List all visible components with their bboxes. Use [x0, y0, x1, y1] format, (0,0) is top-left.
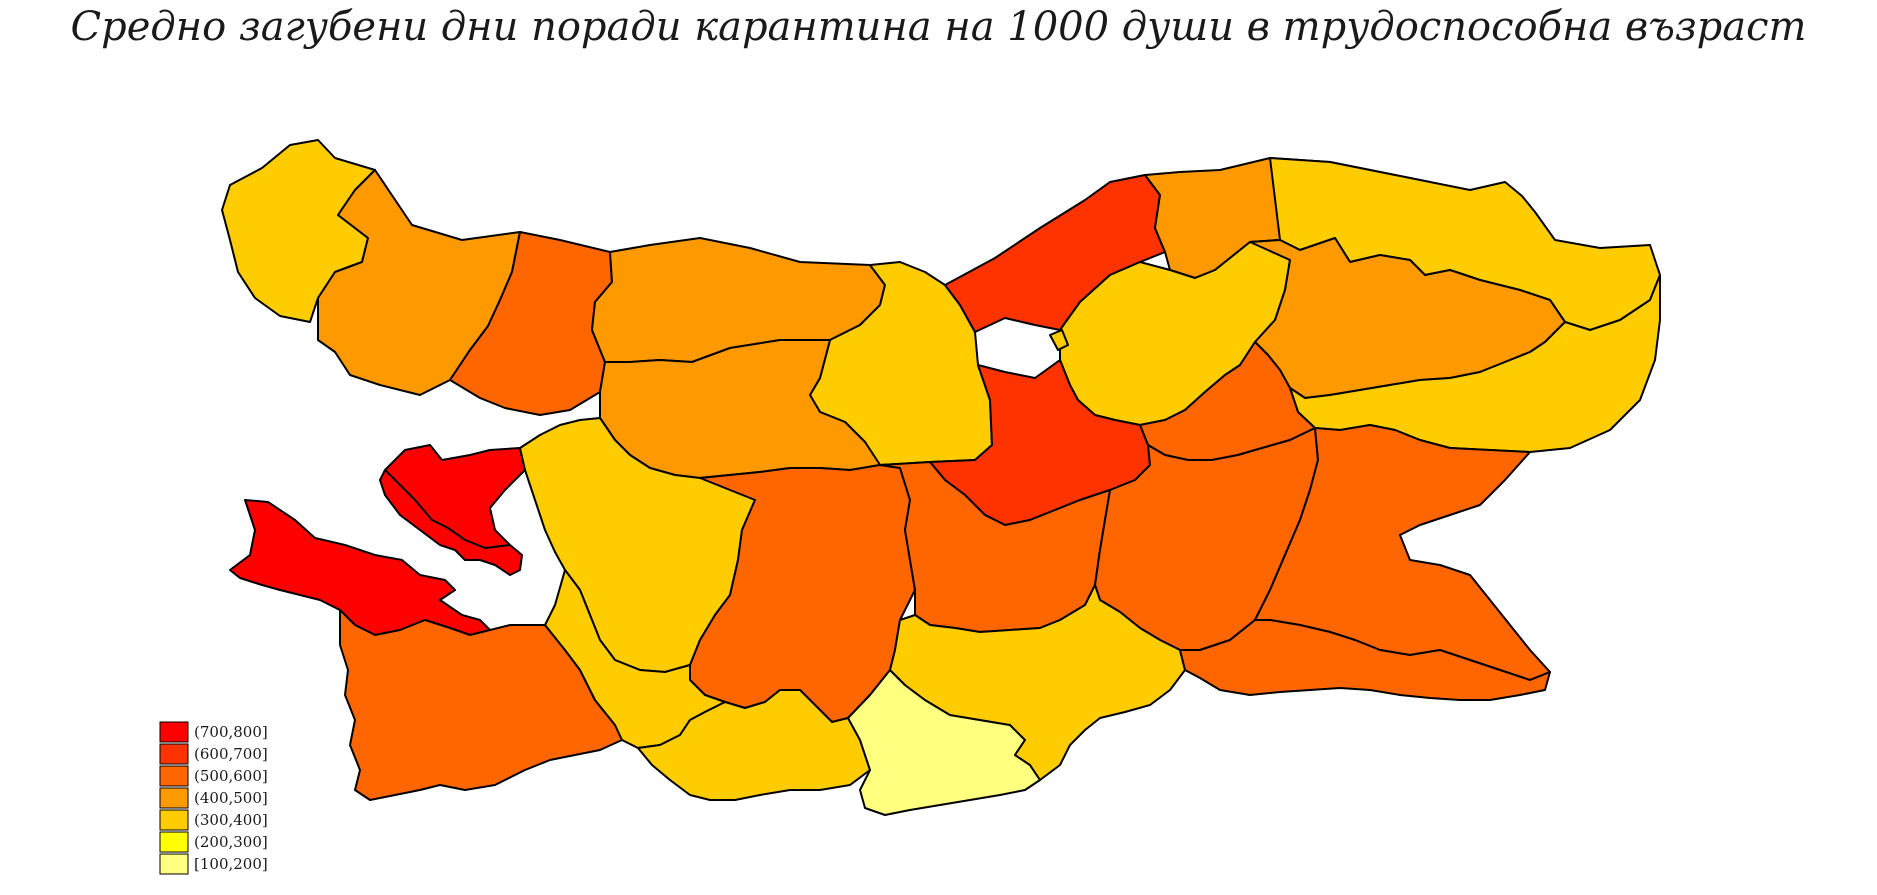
legend-swatch — [159, 743, 189, 765]
legend-label: (700,800] — [194, 723, 268, 741]
legend-label: [100,200] — [194, 855, 268, 873]
map-title: Средно загубени дни поради карантина на … — [70, 4, 1807, 50]
legend-swatch — [159, 765, 189, 787]
region-blagoevgrad — [339, 609, 623, 801]
legend-label: (300,400] — [194, 811, 268, 829]
legend-swatch — [159, 721, 189, 743]
region-yambol — [1179, 619, 1551, 701]
legend-swatch — [159, 809, 189, 831]
legend-label: (500,600] — [194, 767, 268, 785]
regions-layer — [221, 139, 1661, 816]
region-pernik — [379, 469, 523, 576]
legend-label: (400,500] — [194, 789, 268, 807]
region-sofia-small — [1049, 329, 1069, 351]
legend-label: (600,700] — [194, 745, 268, 763]
legend-swatch — [159, 787, 189, 809]
legend-swatch — [159, 831, 189, 853]
region-ruse — [944, 174, 1166, 333]
legend-swatch — [159, 853, 189, 875]
legend: (700,800] (600,700] (500,600] (400,500] (300… — [159, 721, 268, 875]
legend-label: (200,300] — [194, 833, 268, 851]
